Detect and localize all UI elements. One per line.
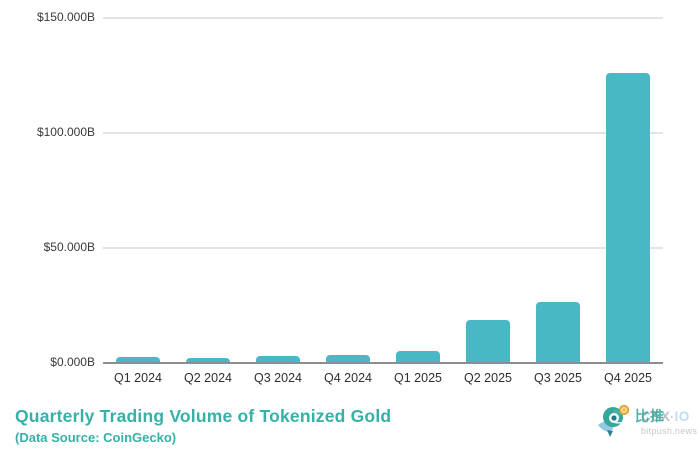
y-tick-label: $100.000B: [36, 125, 95, 139]
bitpush-cn-label: 比推: [635, 408, 665, 424]
bitpush-bird-icon: [595, 404, 633, 443]
watermark-text: 比推 CEX·IO bitpush.news: [635, 404, 697, 436]
bar-q1-2024: [116, 356, 160, 363]
chart-footer: Quarterly Trading Volume of Tokenized Go…: [15, 406, 391, 445]
gridline-100: [103, 132, 663, 134]
cexio-dot: ·: [670, 412, 675, 424]
y-tick-label: $50.000B: [43, 240, 95, 254]
x-axis-line: [103, 362, 663, 364]
x-tick-label-q4-2025: Q4 2025: [604, 371, 652, 385]
bar-q1-2025: [396, 350, 440, 363]
y-tick-label: $0.000B: [50, 355, 95, 369]
cexio-logo-text: CEX·IO: [641, 409, 690, 424]
bar-q3-2024: [256, 356, 300, 363]
x-tick-label-q1-2024: Q1 2024: [114, 371, 162, 385]
chart-title: Quarterly Trading Volume of Tokenized Go…: [15, 406, 392, 426]
y-tick-label: $150.000B: [36, 10, 95, 24]
x-tick-label-q3-2024: Q3 2024: [254, 371, 302, 385]
bitpush-cexio-watermark: 比推 CEX·IO bitpush.news: [595, 404, 697, 443]
bar-q4-2024: [326, 354, 370, 363]
chart-subtitle: (Data Source: CoinGecko): [15, 430, 177, 445]
x-tick-label-q2-2024: Q2 2024: [184, 371, 232, 385]
bar-q3-2025: [536, 302, 580, 363]
x-tick-label-q1-2025: Q1 2025: [394, 371, 442, 385]
cexio-io-label: IO: [674, 409, 690, 424]
x-tick-label-q3-2025: Q3 2025: [534, 371, 582, 385]
gridline-50: [103, 247, 663, 249]
bar-q2-2025: [466, 319, 510, 363]
bar-q4-2025: [606, 73, 650, 363]
bar-q2-2024: [186, 357, 230, 363]
x-tick-label-q2-2025: Q2 2025: [464, 371, 512, 385]
gridline-150: [103, 17, 663, 19]
bitpush-site-label: bitpush.news: [641, 426, 698, 436]
x-tick-label-q4-2024: Q4 2024: [324, 371, 372, 385]
